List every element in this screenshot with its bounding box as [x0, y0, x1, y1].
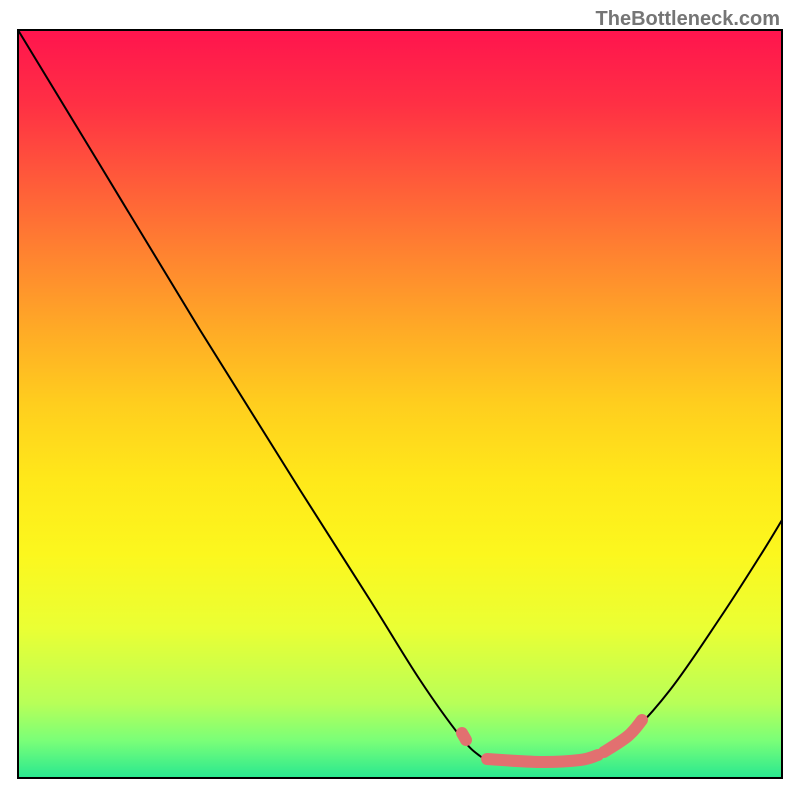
- bottleneck-chart: [0, 0, 800, 800]
- highlight-segment: [487, 755, 598, 762]
- highlight-segment: [462, 733, 466, 740]
- gradient-background: [18, 30, 782, 778]
- chart-svg: [0, 0, 800, 800]
- attribution-text: TheBottleneck.com: [596, 8, 780, 31]
